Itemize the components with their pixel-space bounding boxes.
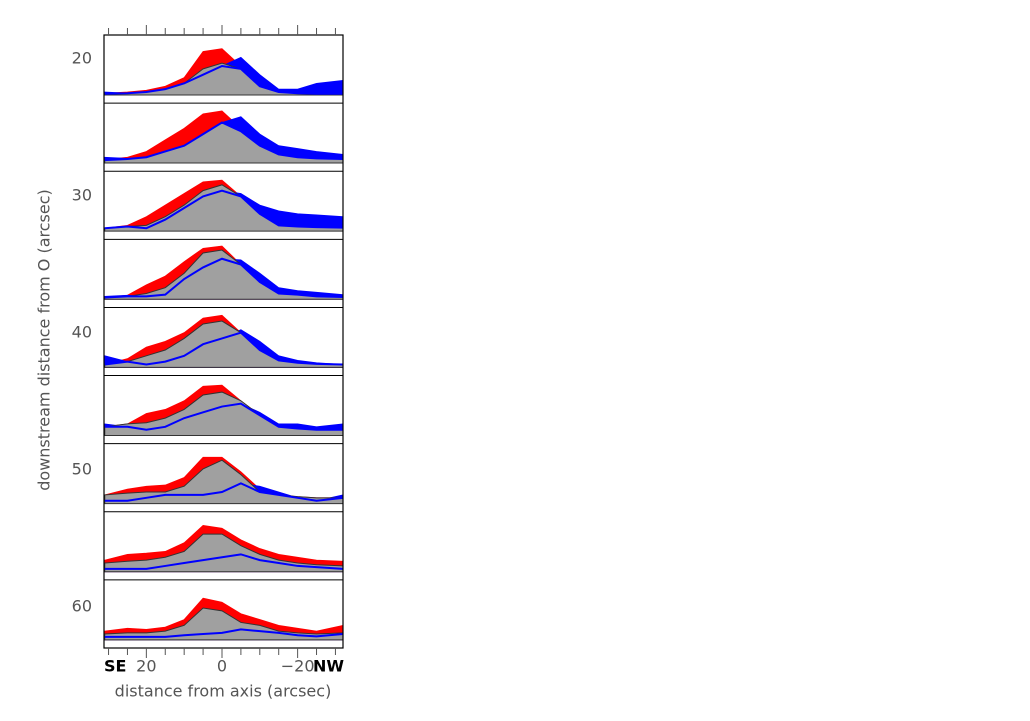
frame: [103, 34, 344, 649]
blue-line: [104, 331, 343, 366]
gray-area: [104, 459, 343, 505]
x-tick-label: −20: [281, 657, 315, 676]
blue-line: [104, 121, 343, 162]
y-tick-label: 50: [72, 459, 92, 478]
blue-line: [104, 482, 343, 502]
y-tick-label: 40: [72, 322, 92, 341]
x-axis-label: distance from axis (arcsec): [115, 682, 332, 701]
gray-area: [104, 533, 343, 573]
y-tick-label: 30: [72, 185, 92, 204]
blue-line: [104, 402, 343, 431]
y-axis-label: downstream distance from O (arcsec): [35, 189, 54, 491]
left-label: SE: [104, 657, 126, 676]
y-tick-label: 60: [72, 596, 92, 615]
y-tick-label: 20: [72, 48, 92, 67]
gray-area: [104, 607, 343, 641]
blue-line: [104, 189, 343, 230]
x-tick-label: 0: [217, 657, 227, 676]
gray-area: [104, 320, 343, 368]
right-label: NW: [313, 657, 344, 676]
blue-line: [104, 64, 343, 95]
blue-line: [104, 553, 343, 570]
blue-line: [104, 257, 343, 299]
x-tick-label: 20: [136, 657, 156, 676]
blue-line: [104, 628, 343, 638]
